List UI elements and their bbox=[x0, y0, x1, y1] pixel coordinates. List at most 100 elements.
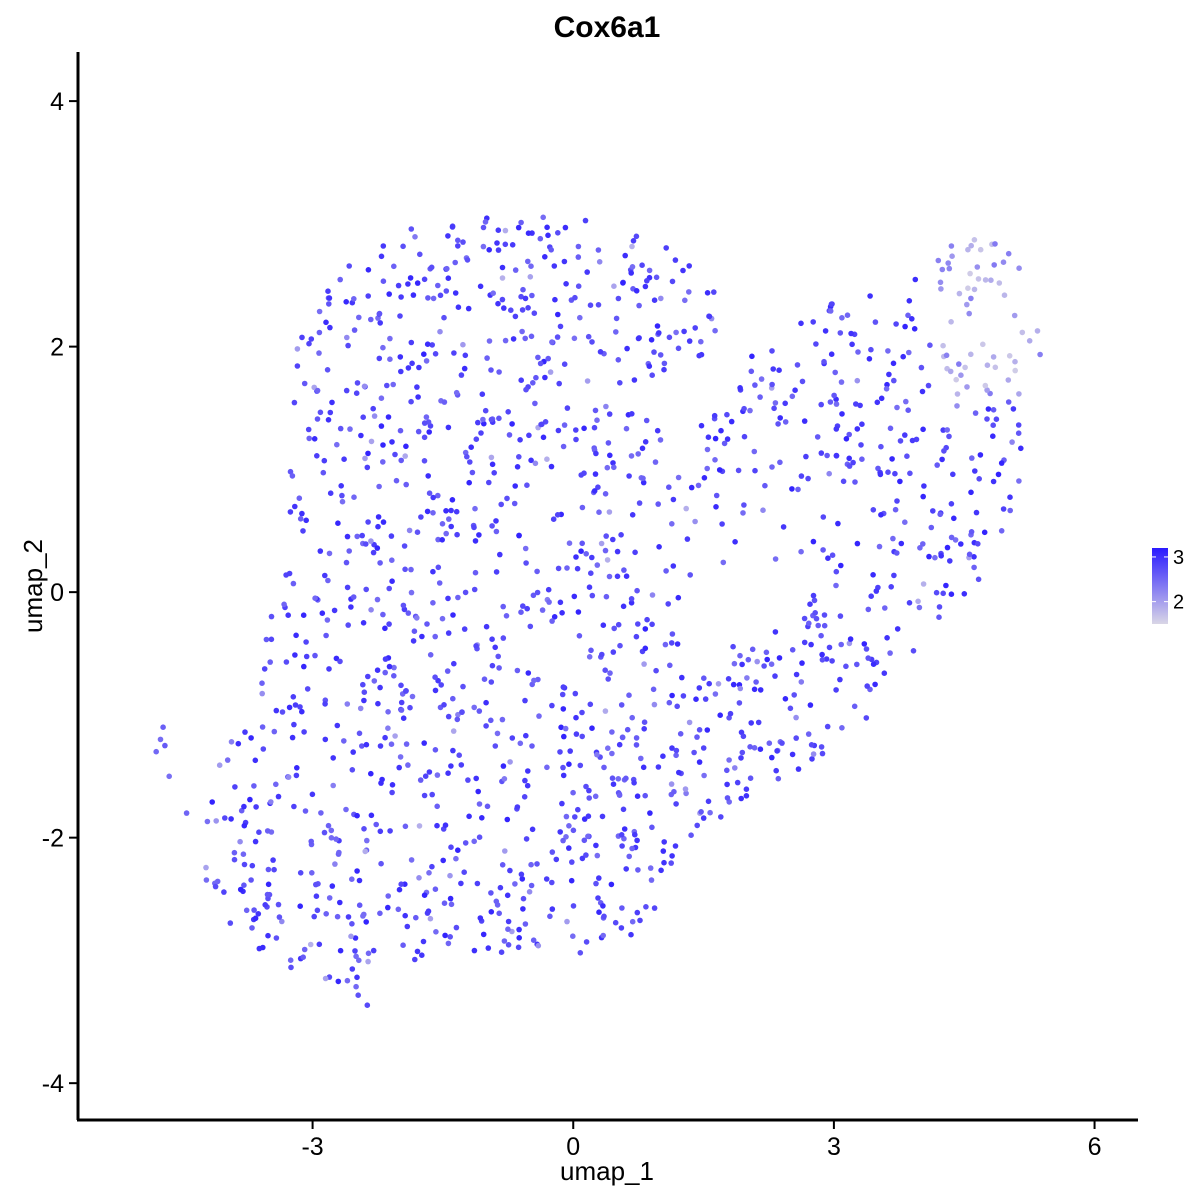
scatter-point bbox=[222, 815, 228, 821]
scatter-point bbox=[579, 733, 585, 740]
scatter-point bbox=[515, 224, 522, 231]
scatter-point bbox=[673, 752, 679, 759]
scatter-point bbox=[641, 661, 647, 667]
scatter-point bbox=[1005, 377, 1012, 383]
colorbar-tick-label: 2 bbox=[1173, 592, 1184, 614]
scatter-point bbox=[656, 330, 662, 336]
scatter-point bbox=[302, 808, 309, 814]
scatter-point bbox=[460, 683, 466, 690]
scatter-point bbox=[493, 569, 500, 575]
scatter-point bbox=[654, 427, 661, 434]
scatter-point bbox=[300, 954, 307, 960]
scatter-point bbox=[325, 822, 332, 829]
scatter-point bbox=[520, 895, 527, 902]
scatter-point bbox=[297, 704, 303, 710]
scatter-point bbox=[888, 584, 894, 590]
scatter-point bbox=[1018, 445, 1024, 452]
scatter-point bbox=[349, 966, 356, 972]
scatter-point bbox=[480, 224, 487, 231]
scatter-point bbox=[581, 425, 587, 432]
scatter-point bbox=[1016, 265, 1022, 272]
scatter-point bbox=[579, 855, 586, 862]
scatter-point bbox=[611, 625, 617, 632]
scatter-point bbox=[376, 483, 382, 490]
scatter-point bbox=[592, 471, 599, 477]
scatter-point bbox=[952, 537, 959, 543]
scatter-point bbox=[915, 598, 921, 605]
scatter-point bbox=[724, 436, 731, 442]
scatter-point bbox=[393, 477, 400, 484]
scatter-point bbox=[626, 853, 632, 860]
scatter-point bbox=[669, 853, 675, 859]
scatter-point bbox=[990, 354, 997, 360]
scatter-point bbox=[696, 352, 702, 359]
scatter-point bbox=[289, 473, 296, 479]
scatter-point bbox=[300, 612, 307, 618]
scatter-point bbox=[530, 937, 537, 943]
scatter-point bbox=[594, 751, 600, 758]
scatter-point bbox=[365, 673, 371, 680]
scatter-point bbox=[410, 638, 417, 644]
scatter-point bbox=[344, 977, 351, 984]
scatter-point bbox=[605, 745, 611, 751]
scatter-point bbox=[365, 267, 372, 273]
scatter-point bbox=[633, 233, 640, 240]
scatter-point bbox=[421, 792, 428, 799]
scatter-point bbox=[259, 724, 266, 730]
scatter-point bbox=[353, 390, 360, 397]
scatter-point bbox=[563, 281, 569, 287]
scatter-point bbox=[639, 445, 646, 452]
scatter-point bbox=[599, 651, 605, 658]
scatter-point bbox=[445, 424, 452, 431]
scatter-point bbox=[355, 992, 362, 998]
scatter-point bbox=[462, 352, 469, 359]
scatter-point bbox=[454, 531, 460, 538]
scatter-point bbox=[818, 401, 824, 408]
scatter-point bbox=[271, 728, 278, 735]
scatter-point bbox=[488, 416, 495, 423]
scatter-point bbox=[528, 263, 534, 270]
scatter-point bbox=[774, 748, 780, 754]
scatter-point bbox=[479, 815, 485, 821]
scatter-point bbox=[568, 877, 575, 884]
scatter-point bbox=[253, 804, 259, 810]
y-tick-label: 2 bbox=[50, 334, 64, 362]
scatter-point bbox=[216, 762, 223, 768]
scatter-point bbox=[528, 861, 534, 868]
scatter-point bbox=[782, 419, 789, 425]
scatter-point bbox=[881, 670, 888, 676]
scatter-point bbox=[473, 775, 480, 782]
scatter-point bbox=[943, 582, 949, 589]
scatter-point bbox=[1001, 292, 1008, 299]
scatter-point bbox=[688, 832, 694, 838]
scatter-point bbox=[260, 944, 266, 951]
scatter-point bbox=[343, 387, 350, 394]
scatter-point bbox=[472, 505, 478, 512]
scatter-point bbox=[854, 377, 861, 384]
scatter-point bbox=[968, 351, 974, 358]
scatter-point bbox=[887, 425, 894, 432]
scatter-point bbox=[474, 880, 481, 887]
scatter-point bbox=[740, 733, 747, 740]
scatter-point bbox=[939, 266, 946, 273]
scatter-point bbox=[480, 416, 486, 423]
scatter-point bbox=[757, 746, 764, 752]
scatter-point bbox=[416, 823, 423, 829]
scatter-point bbox=[501, 776, 508, 782]
scatter-point bbox=[728, 418, 735, 425]
scatter-point bbox=[271, 866, 277, 873]
scatter-point bbox=[453, 508, 460, 515]
scatter-point bbox=[727, 710, 734, 717]
scatter-point bbox=[695, 482, 702, 489]
scatter-point bbox=[404, 923, 411, 930]
scatter-point bbox=[539, 421, 545, 428]
scatter-point bbox=[153, 748, 159, 755]
scatter-point bbox=[990, 478, 997, 485]
scatter-point bbox=[702, 696, 709, 702]
scatter-point bbox=[592, 407, 599, 414]
scatter-point bbox=[471, 586, 478, 593]
scatter-point bbox=[998, 460, 1005, 466]
scatter-point bbox=[854, 540, 861, 547]
scatter-point bbox=[516, 454, 522, 460]
scatter-point bbox=[561, 361, 568, 368]
